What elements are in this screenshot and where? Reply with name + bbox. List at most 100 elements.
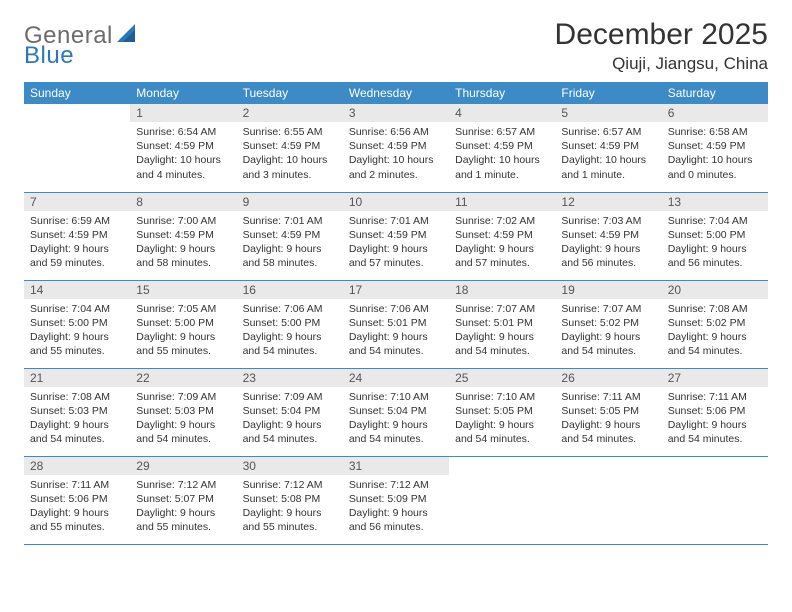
calendar-body: 1Sunrise: 6:54 AMSunset: 4:59 PMDaylight… (24, 104, 768, 544)
day-number: 29 (130, 457, 236, 475)
calendar-week-row: 14Sunrise: 7:04 AMSunset: 5:00 PMDayligh… (24, 280, 768, 368)
calendar-day-cell: 17Sunrise: 7:06 AMSunset: 5:01 PMDayligh… (343, 280, 449, 368)
calendar-day-cell: 4Sunrise: 6:57 AMSunset: 4:59 PMDaylight… (449, 104, 555, 192)
day-number: 31 (343, 457, 449, 475)
day-number: 14 (24, 281, 130, 299)
calendar-day-cell: 3Sunrise: 6:56 AMSunset: 4:59 PMDaylight… (343, 104, 449, 192)
brand-sail-icon (117, 24, 139, 49)
calendar-day-cell (24, 104, 130, 192)
day-number: 22 (130, 369, 236, 387)
day-number: 9 (237, 193, 343, 211)
day-info: Sunrise: 6:59 AMSunset: 4:59 PMDaylight:… (24, 211, 130, 275)
day-info: Sunrise: 7:01 AMSunset: 4:59 PMDaylight:… (343, 211, 449, 275)
brand-part2-wrap: Blue (24, 42, 74, 70)
day-info: Sunrise: 6:54 AMSunset: 4:59 PMDaylight:… (130, 122, 236, 186)
day-info: Sunrise: 7:08 AMSunset: 5:03 PMDaylight:… (24, 387, 130, 451)
day-info: Sunrise: 7:11 AMSunset: 5:06 PMDaylight:… (662, 387, 768, 451)
calendar-day-cell: 14Sunrise: 7:04 AMSunset: 5:00 PMDayligh… (24, 280, 130, 368)
calendar-day-cell (449, 456, 555, 544)
day-info: Sunrise: 7:09 AMSunset: 5:03 PMDaylight:… (130, 387, 236, 451)
calendar-day-cell: 7Sunrise: 6:59 AMSunset: 4:59 PMDaylight… (24, 192, 130, 280)
calendar-day-cell: 11Sunrise: 7:02 AMSunset: 4:59 PMDayligh… (449, 192, 555, 280)
day-number: 18 (449, 281, 555, 299)
day-info: Sunrise: 7:09 AMSunset: 5:04 PMDaylight:… (237, 387, 343, 451)
day-info: Sunrise: 6:58 AMSunset: 4:59 PMDaylight:… (662, 122, 768, 186)
day-number: 28 (24, 457, 130, 475)
day-info: Sunrise: 7:03 AMSunset: 4:59 PMDaylight:… (555, 211, 661, 275)
calendar-day-cell: 21Sunrise: 7:08 AMSunset: 5:03 PMDayligh… (24, 368, 130, 456)
day-number: 5 (555, 104, 661, 122)
day-info: Sunrise: 7:12 AMSunset: 5:08 PMDaylight:… (237, 475, 343, 539)
day-info: Sunrise: 7:01 AMSunset: 4:59 PMDaylight:… (237, 211, 343, 275)
day-info: Sunrise: 7:06 AMSunset: 5:01 PMDaylight:… (343, 299, 449, 363)
day-info: Sunrise: 7:08 AMSunset: 5:02 PMDaylight:… (662, 299, 768, 363)
day-number: 11 (449, 193, 555, 211)
weekday-header: Monday (130, 82, 236, 104)
day-info: Sunrise: 6:55 AMSunset: 4:59 PMDaylight:… (237, 122, 343, 186)
calendar-week-row: 1Sunrise: 6:54 AMSunset: 4:59 PMDaylight… (24, 104, 768, 192)
day-info: Sunrise: 6:57 AMSunset: 4:59 PMDaylight:… (449, 122, 555, 186)
calendar-week-row: 28Sunrise: 7:11 AMSunset: 5:06 PMDayligh… (24, 456, 768, 544)
calendar-day-cell: 30Sunrise: 7:12 AMSunset: 5:08 PMDayligh… (237, 456, 343, 544)
calendar-day-cell: 29Sunrise: 7:12 AMSunset: 5:07 PMDayligh… (130, 456, 236, 544)
day-number: 24 (343, 369, 449, 387)
calendar-day-cell: 20Sunrise: 7:08 AMSunset: 5:02 PMDayligh… (662, 280, 768, 368)
calendar-day-cell (555, 456, 661, 544)
calendar-day-cell: 23Sunrise: 7:09 AMSunset: 5:04 PMDayligh… (237, 368, 343, 456)
day-info: Sunrise: 7:04 AMSunset: 5:00 PMDaylight:… (24, 299, 130, 363)
weekday-header: Tuesday (237, 82, 343, 104)
day-number: 4 (449, 104, 555, 122)
day-number: 12 (555, 193, 661, 211)
calendar-header-row: SundayMondayTuesdayWednesdayThursdayFrid… (24, 82, 768, 104)
day-info: Sunrise: 7:12 AMSunset: 5:07 PMDaylight:… (130, 475, 236, 539)
calendar-day-cell: 6Sunrise: 6:58 AMSunset: 4:59 PMDaylight… (662, 104, 768, 192)
calendar-day-cell: 22Sunrise: 7:09 AMSunset: 5:03 PMDayligh… (130, 368, 236, 456)
day-number: 1 (130, 104, 236, 122)
day-number: 8 (130, 193, 236, 211)
month-title: December 2025 (555, 18, 768, 52)
day-info: Sunrise: 7:11 AMSunset: 5:05 PMDaylight:… (555, 387, 661, 451)
calendar-day-cell: 31Sunrise: 7:12 AMSunset: 5:09 PMDayligh… (343, 456, 449, 544)
day-number: 19 (555, 281, 661, 299)
day-info: Sunrise: 7:10 AMSunset: 5:05 PMDaylight:… (449, 387, 555, 451)
day-number: 26 (555, 369, 661, 387)
calendar-day-cell: 24Sunrise: 7:10 AMSunset: 5:04 PMDayligh… (343, 368, 449, 456)
day-info: Sunrise: 7:10 AMSunset: 5:04 PMDaylight:… (343, 387, 449, 451)
header-bar: General December 2025 Qiuji, Jiangsu, Ch… (24, 18, 768, 74)
calendar-day-cell: 19Sunrise: 7:07 AMSunset: 5:02 PMDayligh… (555, 280, 661, 368)
calendar-day-cell: 25Sunrise: 7:10 AMSunset: 5:05 PMDayligh… (449, 368, 555, 456)
calendar-day-cell: 8Sunrise: 7:00 AMSunset: 4:59 PMDaylight… (130, 192, 236, 280)
day-number: 17 (343, 281, 449, 299)
day-info: Sunrise: 7:11 AMSunset: 5:06 PMDaylight:… (24, 475, 130, 539)
day-info: Sunrise: 6:56 AMSunset: 4:59 PMDaylight:… (343, 122, 449, 186)
day-info: Sunrise: 7:12 AMSunset: 5:09 PMDaylight:… (343, 475, 449, 539)
weekday-header: Thursday (449, 82, 555, 104)
weekday-header: Wednesday (343, 82, 449, 104)
calendar-day-cell: 26Sunrise: 7:11 AMSunset: 5:05 PMDayligh… (555, 368, 661, 456)
calendar-day-cell: 27Sunrise: 7:11 AMSunset: 5:06 PMDayligh… (662, 368, 768, 456)
weekday-header: Saturday (662, 82, 768, 104)
day-info: Sunrise: 7:07 AMSunset: 5:01 PMDaylight:… (449, 299, 555, 363)
calendar-table: SundayMondayTuesdayWednesdayThursdayFrid… (24, 82, 768, 545)
day-info: Sunrise: 7:02 AMSunset: 4:59 PMDaylight:… (449, 211, 555, 275)
calendar-day-cell: 13Sunrise: 7:04 AMSunset: 5:00 PMDayligh… (662, 192, 768, 280)
day-number: 21 (24, 369, 130, 387)
calendar-day-cell: 12Sunrise: 7:03 AMSunset: 4:59 PMDayligh… (555, 192, 661, 280)
day-number: 2 (237, 104, 343, 122)
calendar-day-cell: 16Sunrise: 7:06 AMSunset: 5:00 PMDayligh… (237, 280, 343, 368)
brand-part2: Blue (24, 42, 74, 69)
day-number: 30 (237, 457, 343, 475)
day-number: 3 (343, 104, 449, 122)
day-number: 13 (662, 193, 768, 211)
calendar-day-cell: 5Sunrise: 6:57 AMSunset: 4:59 PMDaylight… (555, 104, 661, 192)
calendar-week-row: 7Sunrise: 6:59 AMSunset: 4:59 PMDaylight… (24, 192, 768, 280)
day-number: 10 (343, 193, 449, 211)
location-text: Qiuji, Jiangsu, China (555, 54, 768, 74)
day-info: Sunrise: 7:07 AMSunset: 5:02 PMDaylight:… (555, 299, 661, 363)
calendar-day-cell: 18Sunrise: 7:07 AMSunset: 5:01 PMDayligh… (449, 280, 555, 368)
calendar-day-cell: 10Sunrise: 7:01 AMSunset: 4:59 PMDayligh… (343, 192, 449, 280)
day-info: Sunrise: 7:04 AMSunset: 5:00 PMDaylight:… (662, 211, 768, 275)
day-number: 15 (130, 281, 236, 299)
calendar-day-cell: 15Sunrise: 7:05 AMSunset: 5:00 PMDayligh… (130, 280, 236, 368)
day-info: Sunrise: 7:06 AMSunset: 5:00 PMDaylight:… (237, 299, 343, 363)
